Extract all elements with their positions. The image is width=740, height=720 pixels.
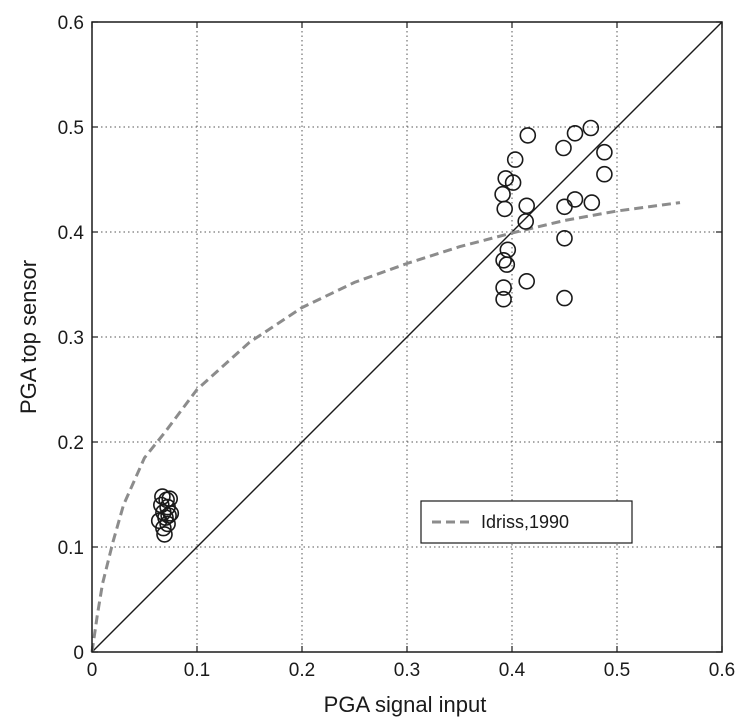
data-point-circle [506, 151, 524, 168]
y-tick-label: 0.3 [58, 328, 84, 349]
legend-entry-idriss-1990: Idriss,1990 [481, 512, 569, 532]
data-point-circle [518, 272, 536, 290]
y-tick-label: 0.2 [58, 433, 84, 454]
axis-ticks [91, 21, 723, 653]
y-axis-title: PGA top sensor [16, 260, 41, 414]
x-tick-label: 0.4 [499, 660, 526, 681]
data-point-circle [596, 143, 613, 161]
data-point-circle [499, 241, 517, 259]
x-tick-label: 0 [87, 660, 98, 681]
one-to-one-reference-line [91, 21, 723, 653]
data-point-circle [160, 507, 177, 524]
data-point-circle [504, 174, 522, 191]
x-axis-title: PGA signal input [324, 692, 487, 717]
x-tick-label: 0.3 [394, 660, 420, 681]
data-point-circle [555, 139, 572, 157]
data-point-circle [566, 191, 584, 208]
legend-box [420, 500, 633, 544]
data-point-circle [556, 289, 573, 307]
data-point-circle [596, 165, 613, 183]
x-tick-label: 0.1 [184, 660, 210, 681]
data-point-circle [156, 526, 173, 543]
x-tick-label: 0.6 [709, 660, 735, 681]
scatter-points [150, 119, 613, 543]
y-tick-label: 0.6 [58, 13, 84, 34]
y-tick-label: 0.1 [58, 538, 84, 559]
legend: Idriss,1990 [420, 500, 633, 544]
data-point-circle [556, 230, 573, 247]
data-point-circle [519, 127, 537, 144]
tick-labels: 0 0.1 0.2 0.3 0.4 0.5 0.6 0 0.1 0.2 0.3 0.4 0.5 0.6 [58, 13, 736, 681]
data-point-circle [518, 197, 536, 215]
data-point-circle [159, 515, 176, 533]
data-point-circle [154, 488, 171, 505]
data-point-circle [495, 290, 512, 308]
data-point-circle [495, 251, 512, 269]
y-tick-label: 0.4 [58, 223, 85, 244]
data-point-circle [583, 194, 601, 211]
data-point-circle [495, 279, 512, 296]
x-tick-label: 0.2 [289, 660, 315, 681]
y-tick-label: 0 [73, 643, 84, 664]
data-point-circle [566, 125, 584, 142]
y-tick-label: 0.5 [58, 118, 84, 139]
data-point-circle [582, 119, 600, 137]
x-tick-label: 0.5 [604, 660, 630, 681]
data-point-circle [162, 505, 180, 522]
data-point-circle [496, 200, 514, 218]
